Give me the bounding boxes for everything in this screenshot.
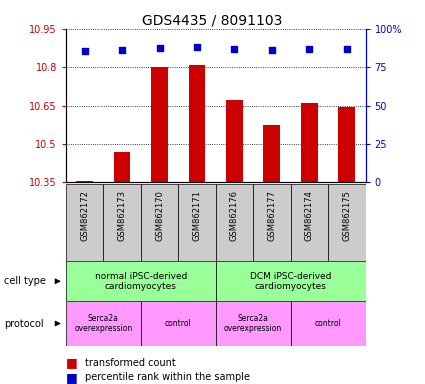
- Point: [306, 46, 313, 52]
- Text: GSM862170: GSM862170: [155, 190, 164, 241]
- Text: percentile rank within the sample: percentile rank within the sample: [85, 372, 250, 382]
- Point: [81, 48, 88, 54]
- Text: GSM862173: GSM862173: [118, 190, 127, 242]
- Bar: [113, 152, 130, 182]
- Bar: [76, 180, 93, 182]
- Bar: [291, 184, 328, 261]
- Bar: [328, 184, 366, 261]
- Text: Serca2a
overexpression: Serca2a overexpression: [74, 314, 133, 333]
- Bar: [178, 184, 215, 261]
- Text: cell type: cell type: [4, 276, 46, 286]
- Bar: [103, 184, 141, 261]
- Bar: [66, 184, 103, 261]
- Bar: [189, 65, 205, 182]
- Bar: [141, 301, 215, 346]
- Text: GDS4435 / 8091103: GDS4435 / 8091103: [142, 13, 283, 27]
- Text: control: control: [165, 319, 192, 328]
- Bar: [215, 301, 291, 346]
- Bar: [291, 301, 366, 346]
- Bar: [338, 108, 355, 182]
- Bar: [215, 184, 253, 261]
- Text: ■: ■: [66, 371, 78, 384]
- Text: GSM862177: GSM862177: [267, 190, 276, 242]
- Bar: [215, 261, 366, 301]
- Text: transformed count: transformed count: [85, 358, 176, 368]
- Bar: [151, 67, 168, 182]
- Text: GSM862174: GSM862174: [305, 190, 314, 241]
- Bar: [141, 184, 178, 261]
- Point: [193, 44, 200, 50]
- Bar: [301, 103, 318, 182]
- Text: GSM862175: GSM862175: [342, 190, 351, 241]
- Point: [343, 46, 350, 52]
- Text: GSM862176: GSM862176: [230, 190, 239, 242]
- Point: [269, 46, 275, 53]
- Bar: [66, 301, 141, 346]
- Text: GSM862171: GSM862171: [193, 190, 201, 241]
- Bar: [264, 125, 280, 182]
- Text: ■: ■: [66, 356, 78, 369]
- Point: [119, 47, 125, 53]
- Point: [231, 46, 238, 52]
- Bar: [226, 101, 243, 182]
- Bar: [66, 261, 215, 301]
- Bar: [253, 184, 291, 261]
- Text: protocol: protocol: [4, 318, 44, 329]
- Point: [156, 45, 163, 51]
- Text: control: control: [314, 319, 341, 328]
- Text: normal iPSC-derived
cardiomyocytes: normal iPSC-derived cardiomyocytes: [95, 271, 187, 291]
- Text: GSM862172: GSM862172: [80, 190, 89, 241]
- Text: Serca2a
overexpression: Serca2a overexpression: [224, 314, 282, 333]
- Text: DCM iPSC-derived
cardiomyocytes: DCM iPSC-derived cardiomyocytes: [250, 271, 332, 291]
